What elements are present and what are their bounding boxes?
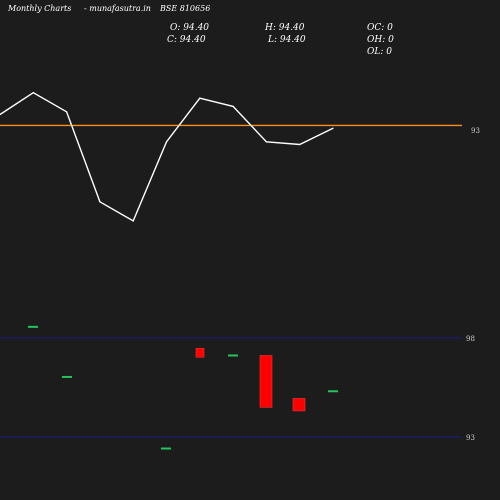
candle-flat	[228, 354, 238, 357]
candle-flat	[62, 375, 72, 378]
candle-flat	[28, 325, 38, 328]
candle-flat	[328, 390, 338, 393]
range-label-upper: 98	[466, 335, 475, 343]
range-label-lower: 93	[466, 434, 475, 442]
price-line-chart: 93	[0, 91, 480, 222]
symbol-label: BSE 810656	[160, 4, 211, 13]
ol-value: OL: 0	[367, 47, 392, 57]
price-point	[199, 97, 201, 99]
site-url: - munafasutra.in	[84, 4, 151, 13]
site-label: Monthly Charts	[8, 4, 72, 13]
price-point	[0, 113, 1, 116]
open-value: O: 94.40	[170, 23, 210, 33]
price-point	[299, 143, 301, 146]
oc-value: OC: 0	[367, 23, 393, 33]
price-point	[265, 141, 267, 143]
candle-down	[292, 398, 306, 412]
price-point	[132, 220, 134, 222]
candle-down	[195, 348, 205, 358]
price-point	[32, 92, 34, 94]
price-point	[332, 127, 334, 129]
high-value: H: 94.40	[265, 23, 305, 33]
low-value: L: 94.40	[268, 35, 306, 45]
price-point	[66, 111, 68, 113]
price-point	[232, 105, 234, 107]
close-value: C: 94.40	[167, 35, 206, 45]
price-y-tick-label: 93	[471, 127, 480, 135]
candle-down	[259, 355, 273, 408]
price-point	[99, 201, 101, 203]
oh-value: OH: 0	[367, 35, 394, 45]
candle-flat	[161, 447, 171, 450]
price-point	[165, 141, 168, 143]
